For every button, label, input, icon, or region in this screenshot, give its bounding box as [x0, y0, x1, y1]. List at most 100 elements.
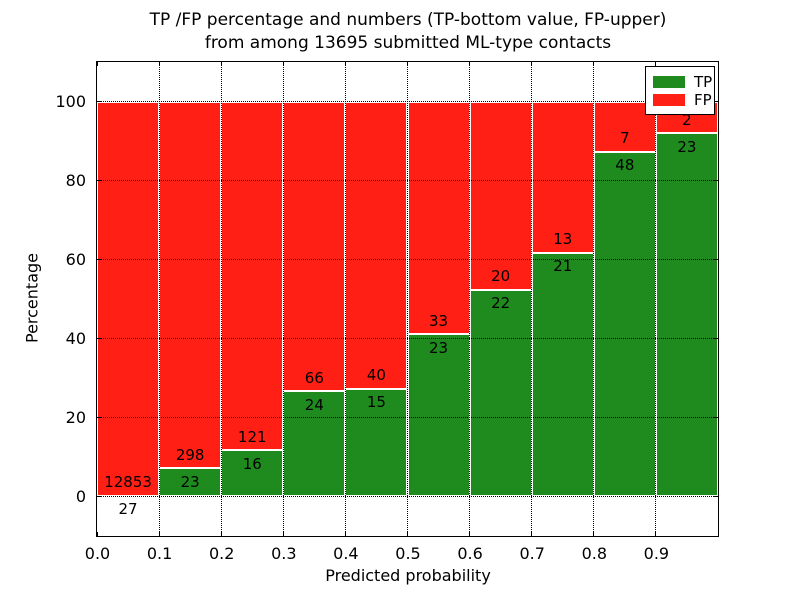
y-tick-label: 60: [65, 250, 86, 269]
fp-count-label: 12853: [104, 473, 152, 492]
x-tick-label: 0.6: [457, 544, 483, 563]
x-gridline: [282, 62, 284, 536]
y-tick-label: 20: [65, 408, 86, 427]
x-gridline: [220, 62, 222, 536]
y-tick-left: [97, 180, 101, 181]
legend-entry-fp: FP: [653, 91, 712, 109]
y-gridline: [97, 496, 718, 497]
y-tick-left: [97, 259, 101, 260]
y-tick-left: [97, 101, 101, 102]
y-tick-label: 100: [55, 92, 86, 111]
fp-count-label: 121: [237, 427, 267, 446]
y-tick-right: [714, 496, 718, 497]
y-gridline: [97, 101, 718, 102]
chart-title-line1: TP /FP percentage and numbers (TP-bottom…: [149, 10, 667, 30]
x-tick-top: [655, 62, 657, 66]
x-tick-label: 0.3: [271, 544, 297, 563]
plot-frame: 12853 27 298 23 121 16 66 24 40 15 33 23 20 22 13 21 7 48…: [96, 61, 719, 537]
legend-swatch-tp: [653, 75, 685, 88]
legend-label-fp: FP: [694, 90, 712, 109]
tp-count-label: 16: [242, 454, 262, 473]
tp-count-label: 23: [180, 472, 200, 491]
x-gridline: [655, 62, 657, 536]
y-gridline: [97, 180, 718, 181]
bar-tp-segment: [469, 289, 532, 497]
x-tick-bottom: [282, 532, 284, 536]
x-axis-label: Predicted probability: [325, 566, 491, 585]
x-tick-top: [469, 62, 471, 66]
bar-fp-segment: [283, 101, 346, 392]
x-tick-label: 0.4: [333, 544, 359, 563]
x-tick-top: [220, 62, 222, 66]
bar-tp-segment: [655, 133, 718, 497]
bar-tp-segment: [407, 334, 470, 497]
y-tick-left: [97, 496, 101, 497]
x-tick-label: 0.1: [146, 544, 173, 563]
legend-swatch-fp: [653, 93, 685, 106]
tp-count-label: 24: [304, 395, 324, 414]
bar-fp-segment: [469, 101, 532, 290]
x-tick-label: 0.9: [643, 544, 670, 563]
plot-inner: 12853 27 298 23 121 16 66 24 40 15 33 23 20 22 13 21 7 48…: [96, 62, 718, 536]
x-gridline: [593, 62, 595, 536]
x-gridline: [344, 62, 346, 536]
x-tick-bottom: [158, 532, 160, 536]
fp-count-label: 66: [304, 368, 324, 387]
x-tick-top: [407, 62, 408, 66]
x-tick-label: 0.2: [208, 544, 235, 563]
legend: TP FP: [645, 66, 715, 115]
x-gridline: [531, 62, 533, 536]
x-gridline: [469, 62, 471, 536]
bar-tp-segment: [221, 450, 284, 497]
y-tick-left: [97, 417, 101, 418]
y-tick-label: 80: [65, 171, 86, 190]
x-tick-top: [593, 62, 595, 66]
chart-title: TP /FP percentage and numbers (TP-bottom…: [97, 9, 719, 55]
x-tick-top: [158, 62, 160, 66]
y-tick-right: [714, 417, 718, 418]
x-gridline: [158, 62, 160, 536]
tp-count-label: 48: [615, 156, 635, 175]
legend-label-tp: TP: [694, 72, 713, 91]
bar-tp-segment: [593, 151, 656, 497]
tp-count-label: 21: [553, 256, 573, 275]
x-tick-bottom: [655, 532, 657, 536]
bar-fp-segment: [97, 101, 160, 496]
y-tick-label: 40: [65, 329, 86, 348]
fp-count-label: 40: [366, 366, 386, 385]
bar-fp-segment: [407, 101, 470, 335]
bar-fp-segment: [159, 101, 222, 469]
fp-count-label: 7: [620, 129, 630, 148]
bar-tp-segment: [345, 388, 408, 497]
fp-count-label: 20: [491, 267, 511, 286]
x-tick-top: [96, 62, 98, 66]
tp-count-label: 23: [677, 137, 697, 156]
tp-count-label: 15: [366, 393, 386, 412]
bar-tp-segment: [159, 468, 222, 497]
x-tick-top: [282, 62, 284, 66]
x-tick-label: 0.5: [395, 544, 421, 563]
legend-entry-tp: TP: [653, 73, 712, 91]
tp-count-label: 23: [429, 338, 449, 357]
x-tick-label: 0.8: [581, 544, 608, 563]
x-tick-bottom: [531, 532, 533, 536]
x-tick-label: 0.0: [84, 544, 111, 563]
y-tick-right: [714, 338, 718, 339]
x-gridline: [407, 62, 408, 536]
x-tick-bottom: [469, 532, 471, 536]
tp-count-label: 27: [118, 500, 138, 519]
x-tick-label: 0.7: [519, 544, 545, 563]
bar-fp-segment: [221, 101, 284, 451]
x-tick-bottom: [96, 532, 98, 536]
fp-count-label: 298: [175, 445, 205, 464]
fp-count-label: 2: [682, 110, 692, 129]
x-tick-top: [531, 62, 533, 66]
fp-count-label: 13: [553, 230, 573, 249]
x-tick-top: [344, 62, 346, 66]
y-tick-right: [714, 101, 718, 102]
y-gridline: [97, 417, 718, 418]
x-tick-bottom: [220, 532, 222, 536]
tp-count-label: 22: [491, 294, 511, 313]
x-tick-bottom: [344, 532, 346, 536]
